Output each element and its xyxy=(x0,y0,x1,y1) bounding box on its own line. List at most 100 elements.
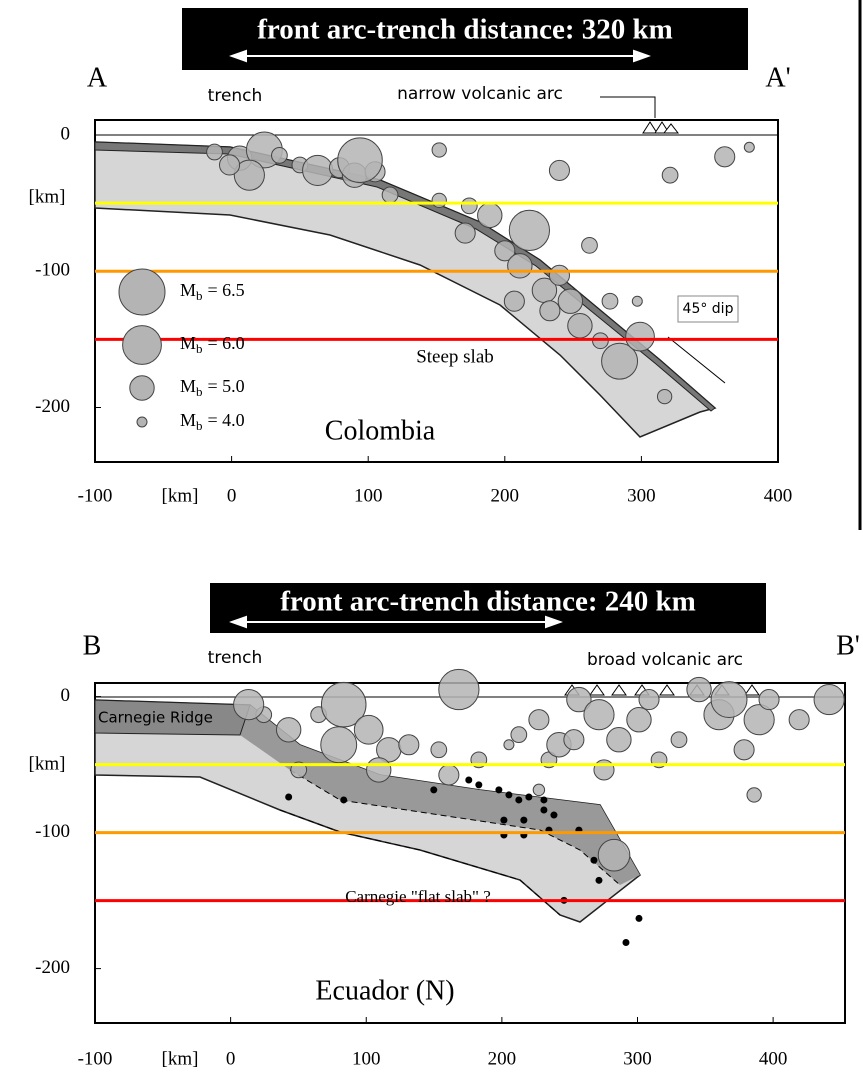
panel-title: front arc-trench distance: 320 km xyxy=(257,14,673,46)
carnegie-ridge xyxy=(94,699,251,736)
x-tick-label: 0 xyxy=(226,1048,236,1069)
earthquake-dot xyxy=(550,811,558,819)
dashed-boundary xyxy=(279,809,561,916)
earthquake xyxy=(438,764,460,786)
earthquake xyxy=(597,838,631,872)
earthquake xyxy=(366,757,392,783)
dip-label: 45° dip xyxy=(683,301,734,317)
earthquake xyxy=(733,739,755,761)
legend-circle xyxy=(129,375,155,401)
earthquake-dot xyxy=(520,816,528,824)
plot-frame xyxy=(94,119,779,463)
legend-symbol: M xyxy=(180,333,196,353)
earthquake xyxy=(583,699,615,731)
y-axis-label: [km] xyxy=(29,186,66,207)
earthquake xyxy=(430,741,448,759)
x-tick-label: 200 xyxy=(491,485,520,506)
x-tick-label: -100 xyxy=(78,1048,113,1069)
earthquake-dot xyxy=(540,806,548,814)
dip-box xyxy=(677,295,739,323)
slab-label: Carnegie "flat slab" ? xyxy=(345,887,491,906)
earthquake xyxy=(606,727,632,753)
legend-value: = 5.0 xyxy=(208,376,245,396)
earthquake xyxy=(601,342,639,380)
earthquake xyxy=(431,142,447,158)
legend-symbol: M xyxy=(180,280,196,300)
legend-label: Mb = 4.0 xyxy=(180,410,245,433)
dashed-boundary xyxy=(289,769,621,886)
slab-label: Steep slab xyxy=(416,346,494,367)
legend-subscript: b xyxy=(196,288,203,303)
trench-label: trench xyxy=(208,648,263,668)
section-label: A xyxy=(87,62,108,93)
earthquake xyxy=(528,709,550,731)
arc-label: narrow volcanic arc xyxy=(397,84,563,104)
earthquake xyxy=(510,726,528,744)
annotations: front arc-trench distance: 320 km A A' t… xyxy=(29,14,860,1070)
legend-subscript: b xyxy=(196,341,203,356)
earthquake-dot xyxy=(595,876,603,884)
title-box xyxy=(182,8,748,70)
x-tick-label: 200 xyxy=(488,1048,517,1069)
earthquake xyxy=(539,300,561,322)
legend-symbol: M xyxy=(180,376,196,396)
legend-value: = 6.0 xyxy=(208,333,245,353)
legend-value: = 6.5 xyxy=(208,280,245,300)
dip-arrow xyxy=(667,336,726,384)
panel-1-layout xyxy=(94,8,779,463)
earthquake-dot xyxy=(590,856,598,864)
earthquake-dot xyxy=(495,786,503,794)
earthquake-dot xyxy=(465,776,473,784)
earthquake xyxy=(656,388,673,405)
earthquake xyxy=(686,676,712,703)
distance-arrow xyxy=(229,49,651,63)
legend-label: Mb = 6.5 xyxy=(180,280,245,303)
section-label: B' xyxy=(836,630,860,661)
earthquake xyxy=(233,159,265,191)
earthquake xyxy=(566,686,592,713)
legend-subscript: b xyxy=(196,418,203,433)
region-label: Ecuador (N) xyxy=(315,975,454,1006)
earthquake xyxy=(206,143,223,161)
earthquake xyxy=(626,707,652,733)
legend-label: Mb = 5.0 xyxy=(180,376,245,399)
x-tick-label: 100 xyxy=(352,1048,381,1069)
title-box xyxy=(210,583,766,633)
earthquake-dot xyxy=(635,914,643,922)
earthquake xyxy=(337,137,383,183)
earthquake xyxy=(460,197,478,215)
earthquake xyxy=(477,202,503,229)
earthquake xyxy=(233,689,265,721)
earthquake xyxy=(503,739,515,751)
earthquake-dot xyxy=(285,793,293,801)
x-axis-label: [km] xyxy=(162,485,199,506)
earthquake xyxy=(788,709,810,731)
y-tick-label: -100 xyxy=(35,260,70,281)
x-tick-label: 300 xyxy=(623,1048,652,1069)
earthquake xyxy=(601,292,619,310)
earthquake xyxy=(320,681,367,728)
section-label: A' xyxy=(765,62,790,93)
earthquake xyxy=(494,240,516,262)
x-axis-label: [km] xyxy=(162,1048,199,1069)
legend-circle xyxy=(136,416,148,428)
earthquake xyxy=(567,313,593,339)
x-tick-label: 400 xyxy=(759,1048,788,1069)
earthquake xyxy=(507,253,533,279)
y-tick-label: 0 xyxy=(61,123,71,144)
earthquake xyxy=(302,154,334,186)
y-axis-label: [km] xyxy=(29,753,66,774)
y-tick-label: -100 xyxy=(35,821,70,842)
legend-symbol: M xyxy=(180,410,196,430)
earthquake xyxy=(320,726,358,764)
earthquake-dot xyxy=(525,793,533,801)
earthquake-dot xyxy=(340,796,348,804)
y-tick-label: -200 xyxy=(35,396,70,417)
earthquake xyxy=(454,222,476,244)
earthquake xyxy=(710,681,748,719)
earthquake xyxy=(746,787,762,803)
ridge-label: Carnegie Ridge xyxy=(98,709,213,727)
earthquake-dot xyxy=(622,938,630,946)
section-label: B xyxy=(83,630,102,661)
